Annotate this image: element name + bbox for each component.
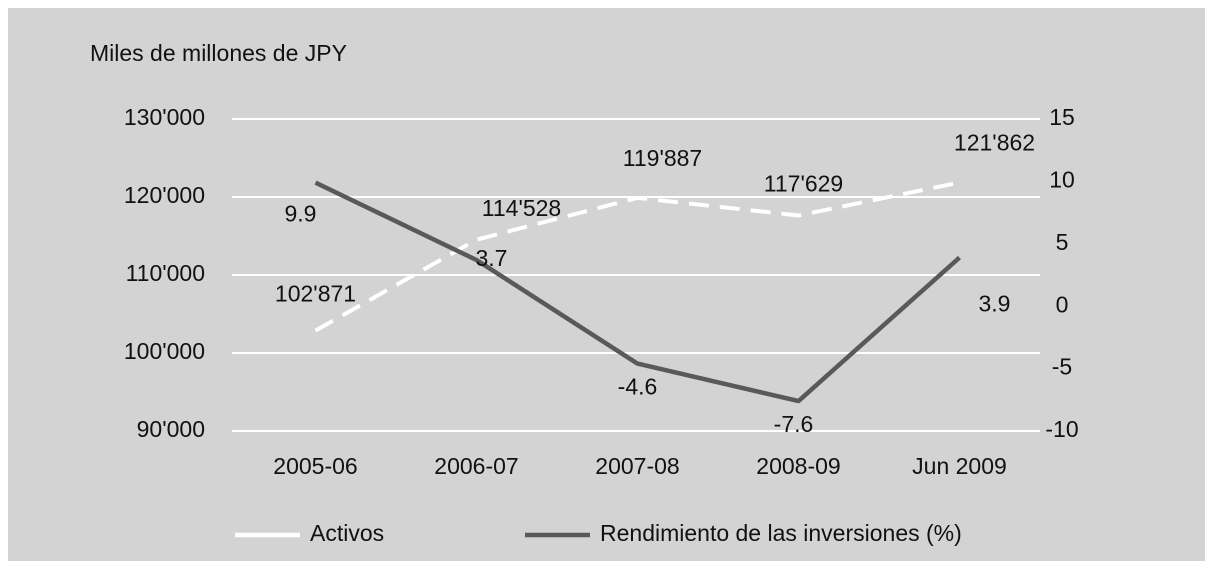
x-tick-label: 2006-07 (434, 453, 518, 479)
series-line (314, 180, 960, 333)
data-label: 119'887 (623, 145, 702, 171)
x-tick-label: Jun 2009 (912, 453, 1007, 479)
data-label: 102'871 (275, 281, 356, 307)
y-tick-label: 110'000 (126, 260, 205, 286)
data-label: 3.7 (476, 245, 508, 271)
y-tick-label: 130'000 (124, 104, 205, 130)
chart-background (8, 8, 1205, 561)
series-line (314, 180, 961, 404)
data-label: -7.6 (774, 411, 814, 437)
y2-tick-label: 10 (1049, 166, 1075, 192)
y-tick-label: 120'000 (124, 182, 205, 208)
y2-tick-label: -10 (1045, 416, 1078, 442)
y2-tick-label: 15 (1049, 104, 1075, 130)
y2-tick-label: 0 (1056, 291, 1069, 317)
data-label: -4.6 (618, 374, 658, 400)
data-label: 114'528 (482, 195, 561, 221)
y-tick-label: 100'000 (124, 338, 205, 364)
legend-label: Rendimiento de las inversiones (%) (600, 520, 962, 546)
data-label: 117'629 (764, 171, 843, 197)
x-tick-label: 2007-08 (595, 453, 679, 479)
y-tick-label: 90'000 (137, 416, 205, 442)
data-label: 121'862 (954, 130, 1035, 156)
y-axis-label: Miles de millones de JPY (90, 40, 347, 66)
data-label: 3.9 (979, 291, 1011, 317)
x-tick-label: 2005-06 (273, 453, 357, 479)
legend-label: Activos (310, 520, 384, 546)
x-tick-label: 2008-09 (756, 453, 840, 479)
y2-tick-label: 5 (1056, 229, 1069, 255)
data-label: 9.9 (285, 201, 317, 227)
y2-tick-label: -5 (1052, 354, 1072, 380)
